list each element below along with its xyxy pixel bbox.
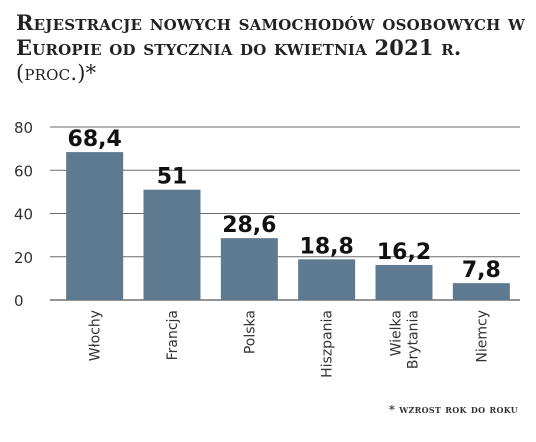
x-tick-label-line: Wielka bbox=[389, 310, 405, 356]
x-tick-label-line: Polska bbox=[242, 310, 258, 354]
grid-lines bbox=[50, 126, 520, 301]
x-axis-labels: Włochy Francja Polska Hiszpania Wielka Brytan… bbox=[88, 310, 491, 378]
value-label: 28,6 bbox=[222, 213, 276, 238]
x-tick-label: Hiszpania bbox=[320, 310, 336, 378]
x-tick-label: Niemcy bbox=[474, 310, 490, 363]
bars bbox=[66, 152, 510, 300]
x-tick-label-line: Niemcy bbox=[474, 310, 490, 363]
value-labels: 68,4 51 28,6 18,8 16,2 7,8 bbox=[68, 127, 501, 283]
x-tick-label-line: Włochy bbox=[88, 310, 104, 361]
x-tick-label: Polska bbox=[242, 310, 258, 354]
x-tick-label: Wielka Brytania bbox=[389, 310, 422, 369]
y-tick-label: 80 bbox=[14, 119, 33, 137]
bar bbox=[220, 238, 278, 300]
x-tick-label-line: Hiszpania bbox=[320, 310, 336, 378]
chart-title-text: Rejestracje nowych samochodów osobowych … bbox=[16, 10, 526, 60]
bar bbox=[298, 259, 356, 300]
bar bbox=[375, 264, 433, 300]
y-tick-label: 0 bbox=[14, 292, 24, 310]
chart-title: Rejestracje nowych samochodów osobowych … bbox=[16, 10, 526, 86]
value-label: 7,8 bbox=[462, 258, 501, 283]
y-tick-label: 20 bbox=[14, 249, 33, 267]
y-tick-label: 40 bbox=[14, 206, 33, 224]
value-label: 51 bbox=[157, 165, 188, 190]
x-tick-label-line: Brytania bbox=[406, 310, 422, 369]
value-label: 16,2 bbox=[377, 240, 431, 265]
footnote: * wzrost rok do roku bbox=[389, 403, 518, 416]
value-label: 18,8 bbox=[300, 234, 354, 259]
y-tick-label: 60 bbox=[14, 162, 33, 180]
x-tick-label-line: Francja bbox=[165, 310, 181, 360]
bar bbox=[143, 189, 201, 300]
x-tick-label: Włochy bbox=[88, 310, 104, 361]
value-label: 68,4 bbox=[68, 127, 122, 152]
bar bbox=[452, 283, 510, 300]
x-tick-label: Francja bbox=[165, 310, 181, 360]
bar bbox=[66, 152, 124, 300]
y-axis-ticks: 0 20 40 60 80 bbox=[14, 119, 33, 310]
chart-unit: (proc.)* bbox=[16, 61, 97, 85]
